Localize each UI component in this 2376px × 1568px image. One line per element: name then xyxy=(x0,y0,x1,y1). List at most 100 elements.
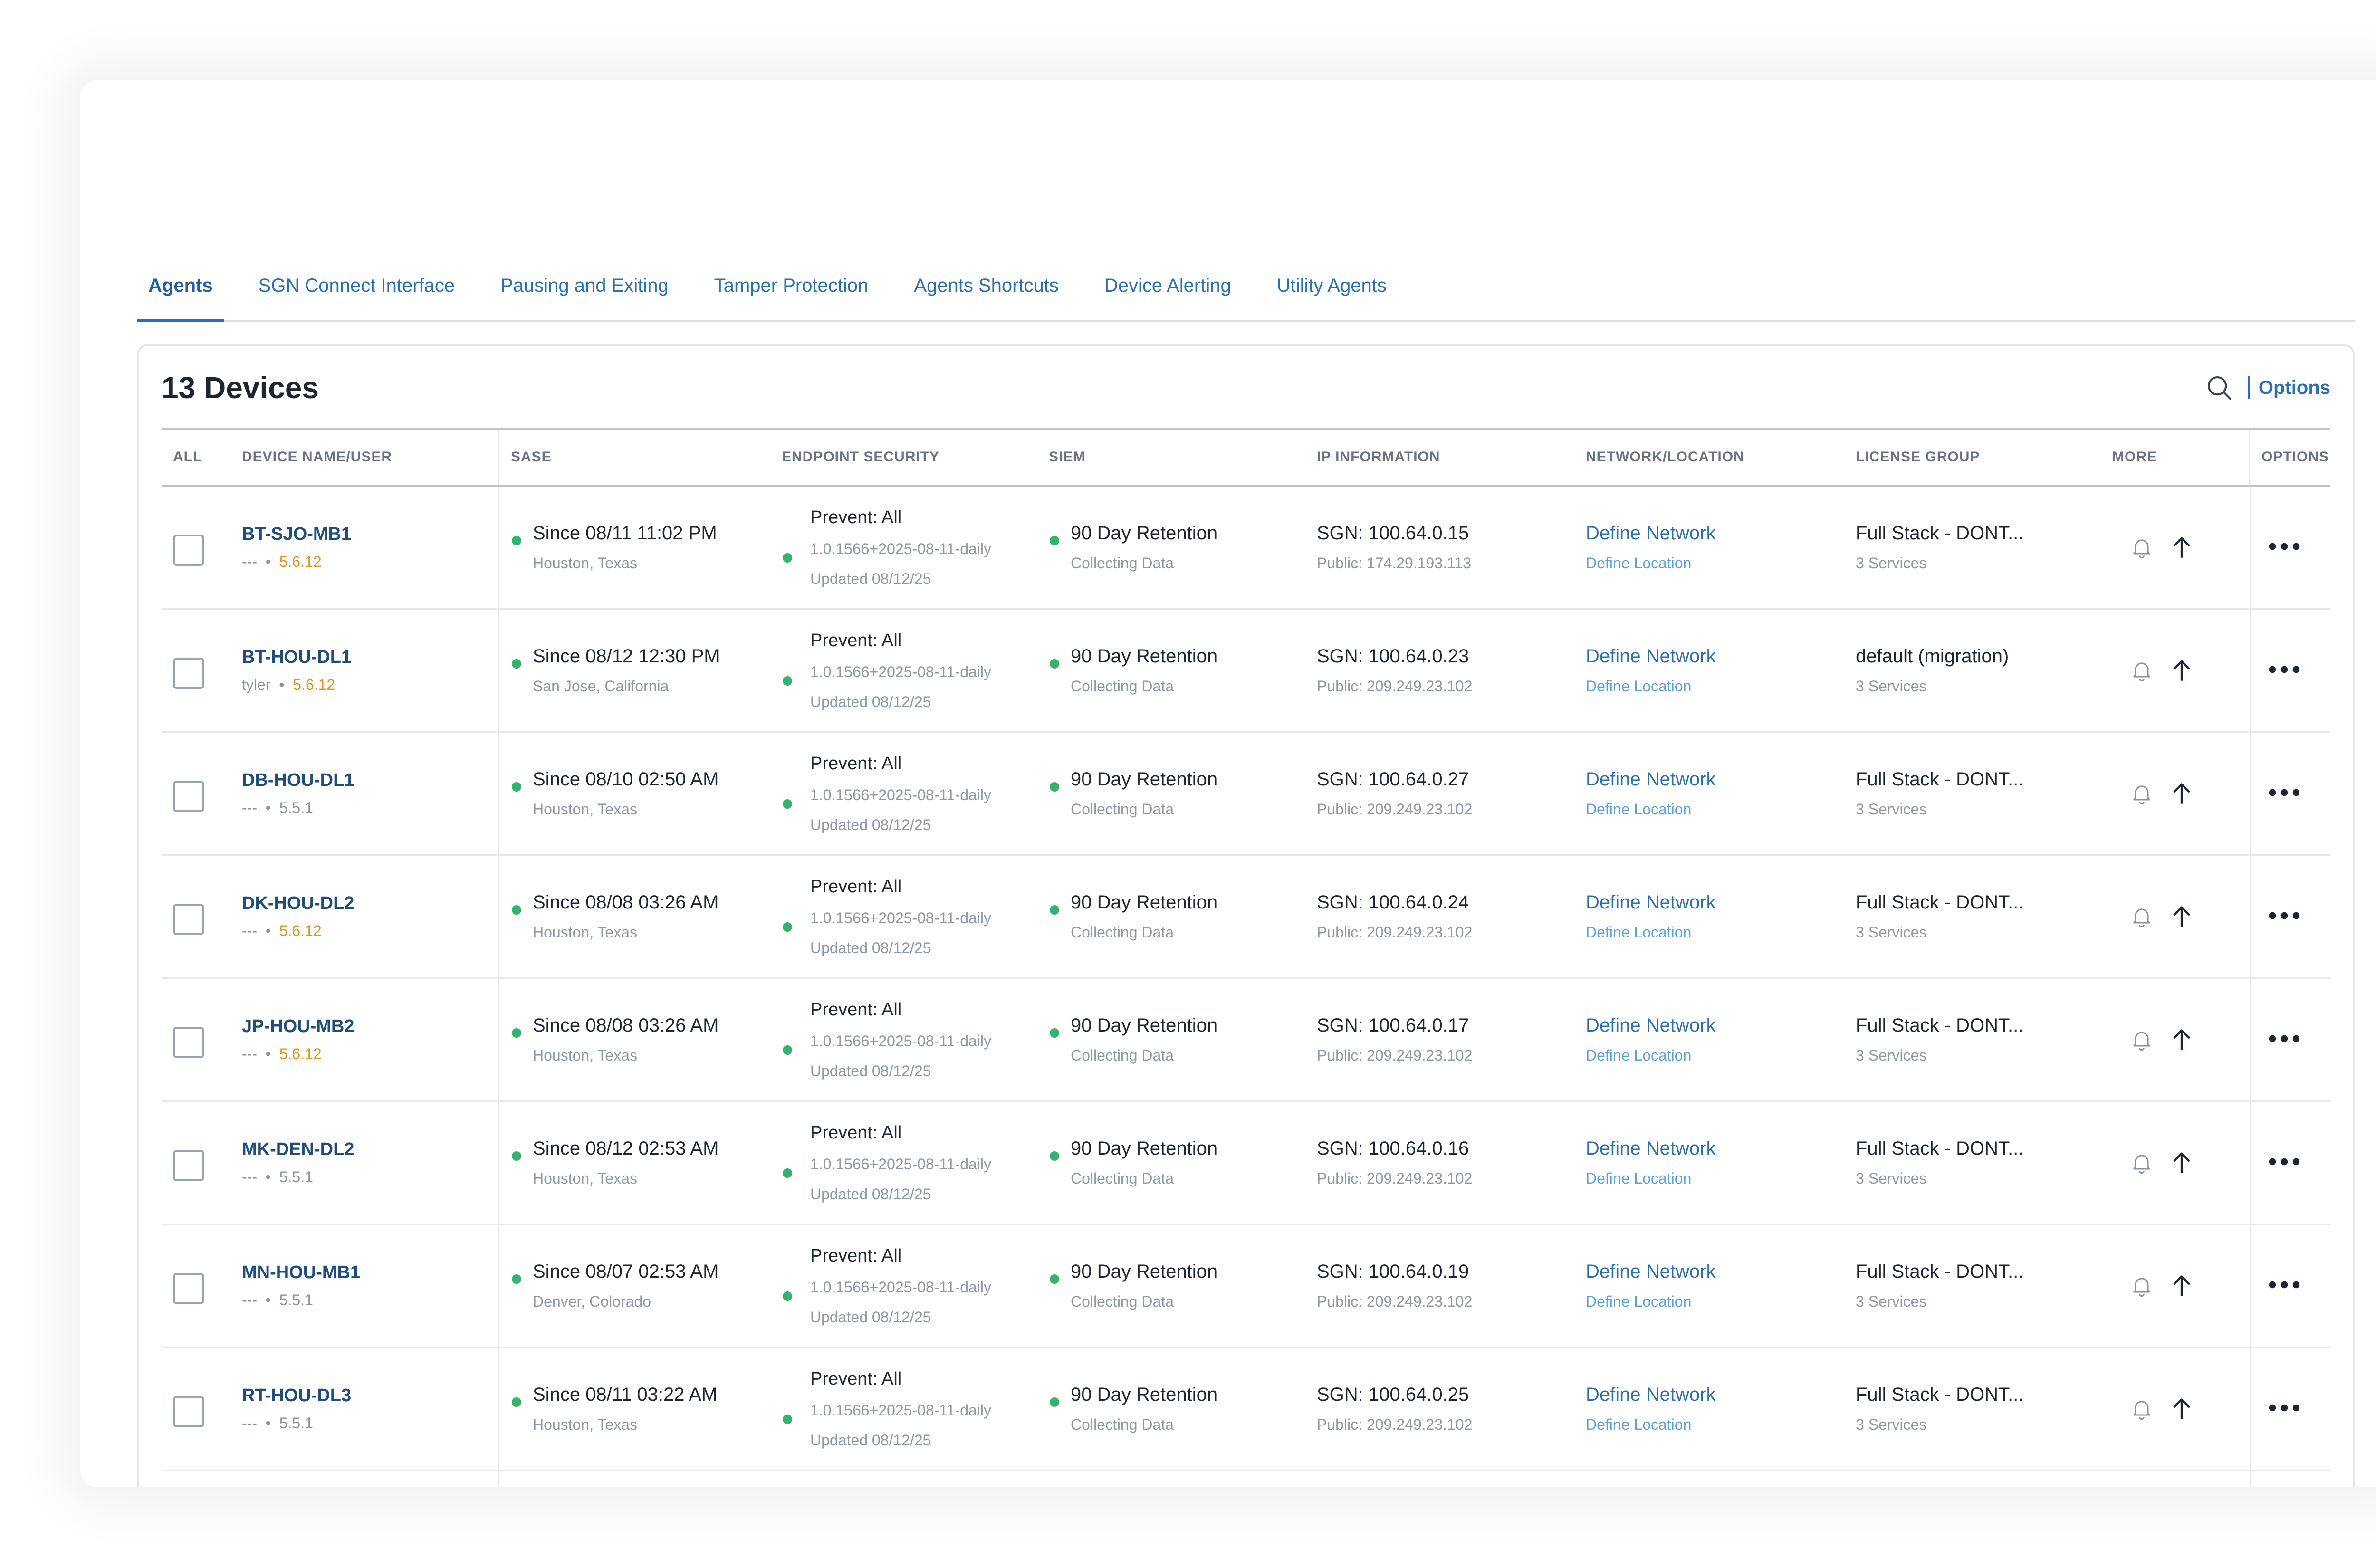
kebab-icon[interactable] xyxy=(2268,665,2301,674)
tab-agents-shortcuts[interactable]: Agents Shortcuts xyxy=(914,275,1059,296)
siem-retention: 90 Day Retention xyxy=(1071,1015,1218,1036)
ip-cell: SGN: 100.64.0.16 Public: 209.249.23.102 xyxy=(1305,1138,1574,1187)
arrow-up-icon[interactable] xyxy=(2169,1273,2194,1298)
bell-icon[interactable] xyxy=(2129,658,2154,683)
network-cell: Define Network Define Location xyxy=(1574,1138,1844,1187)
device-name-link[interactable]: DK-HOU-DL2 xyxy=(242,893,354,913)
public-ip: Public: 209.249.23.102 xyxy=(1317,678,1473,695)
endpoint-updated: Updated 08/12/25 xyxy=(810,570,931,587)
define-location-link[interactable]: Define Location xyxy=(1586,1416,1692,1433)
sase-status-dot xyxy=(512,536,521,545)
tab-pausing-and-exiting[interactable]: Pausing and Exiting xyxy=(500,275,669,296)
row-checkbox[interactable] xyxy=(173,1027,204,1058)
tab-utility-agents[interactable]: Utility Agents xyxy=(1276,275,1387,296)
row-checkbox[interactable] xyxy=(173,1396,204,1427)
tab-agents[interactable]: Agents xyxy=(137,275,224,322)
license-cell: default (migration) 3 Services xyxy=(1844,646,2101,695)
more-icons xyxy=(2101,1150,2194,1175)
more-cell xyxy=(2101,1471,2251,1487)
device-name-link[interactable]: RT-HOU-DL3 xyxy=(242,1386,352,1405)
bell-icon[interactable] xyxy=(2129,1150,2154,1175)
device-name-link[interactable]: JP-HOU-MB2 xyxy=(242,1016,354,1036)
network-cell: Define Network Define Location xyxy=(1574,523,1844,572)
license-cell: Full Stack - DONT... 3 Services xyxy=(1844,1138,2101,1187)
kebab-icon[interactable] xyxy=(2268,1280,2301,1290)
endpoint-updated: Updated 08/12/25 xyxy=(810,1308,931,1326)
device-name-link[interactable]: MK-DEN-DL2 xyxy=(242,1139,354,1159)
options-cell xyxy=(2251,911,2330,923)
define-network-link[interactable]: Define Network xyxy=(1586,646,1716,667)
siem-status-dot xyxy=(1050,1151,1059,1161)
device-name-link[interactable]: BT-SJO-MB1 xyxy=(242,524,352,544)
tab-device-alerting[interactable]: Device Alerting xyxy=(1104,275,1231,296)
arrow-up-icon[interactable] xyxy=(2169,904,2194,929)
kebab-icon[interactable] xyxy=(2268,542,2301,551)
tab-tamper-protection[interactable]: Tamper Protection xyxy=(714,275,869,296)
define-network-link[interactable]: Define Network xyxy=(1586,1015,1716,1036)
siem-retention: 90 Day Retention xyxy=(1071,1384,1218,1405)
arrow-up-icon[interactable] xyxy=(2169,658,2194,683)
arrow-up-icon[interactable] xyxy=(2169,535,2194,560)
siem-retention: 90 Day Retention xyxy=(1071,646,1218,667)
license-services: 3 Services xyxy=(1856,1170,1927,1187)
device-user: --- xyxy=(242,799,257,816)
license-group: Full Stack - DONT... xyxy=(1856,1261,2024,1282)
define-location-link[interactable]: Define Location xyxy=(1586,678,1692,695)
define-network-link[interactable]: Define Network xyxy=(1586,1384,1716,1405)
define-network-link[interactable]: Define Network xyxy=(1586,892,1716,913)
bell-icon[interactable] xyxy=(2129,781,2154,806)
define-location-link[interactable]: Define Location xyxy=(1586,801,1692,818)
define-location-link[interactable]: Define Location xyxy=(1586,555,1692,572)
define-network-link[interactable]: Define Network xyxy=(1586,1138,1716,1159)
kebab-icon[interactable] xyxy=(2268,1034,2301,1043)
options-cell xyxy=(2251,788,2330,800)
agent-version: 5.5.1 xyxy=(279,1291,313,1309)
define-network-link[interactable]: Define Network xyxy=(1586,523,1716,544)
row-checkbox[interactable] xyxy=(173,781,204,812)
row-checkbox[interactable] xyxy=(173,1150,204,1181)
row-checkbox[interactable] xyxy=(173,658,204,689)
define-location-link[interactable]: Define Location xyxy=(1586,1293,1692,1310)
select-cell xyxy=(162,1267,230,1304)
bell-icon[interactable] xyxy=(2129,1273,2154,1298)
define-network-link[interactable]: Define Network xyxy=(1586,769,1716,790)
tab-sgn-connect-interface[interactable]: SGN Connect Interface xyxy=(258,275,455,296)
device-name-link[interactable]: BT-HOU-DL1 xyxy=(242,647,352,667)
define-location-link[interactable]: Define Location xyxy=(1586,1047,1692,1064)
kebab-icon[interactable] xyxy=(2268,1403,2301,1413)
search-icon[interactable] xyxy=(2204,373,2234,402)
define-network-link[interactable]: Define Network xyxy=(1586,1261,1716,1282)
device-name-link[interactable]: DB-HOU-DL1 xyxy=(242,770,354,790)
arrow-up-icon[interactable] xyxy=(2169,1396,2194,1421)
kebab-icon[interactable] xyxy=(2268,911,2301,920)
bell-icon[interactable] xyxy=(2129,1396,2154,1421)
define-location-link[interactable]: Define Location xyxy=(1586,924,1692,941)
device-name-link[interactable]: MN-HOU-MB1 xyxy=(242,1262,361,1282)
arrow-up-icon[interactable] xyxy=(2169,781,2194,806)
endpoint-cell: Prevent: All 1.0.1566+2025-08-11-daily U… xyxy=(770,1000,1037,1080)
bell-icon[interactable] xyxy=(2129,904,2154,929)
bell-icon[interactable] xyxy=(2129,1027,2154,1052)
siem-status: Collecting Data xyxy=(1071,1047,1174,1064)
row-checkbox[interactable] xyxy=(173,1273,204,1304)
row-checkbox[interactable] xyxy=(173,904,204,935)
bell-icon[interactable] xyxy=(2129,535,2154,560)
endpoint-version: 1.0.1566+2025-08-11-daily xyxy=(810,1032,992,1050)
define-location-link[interactable]: Define Location xyxy=(1586,1170,1692,1187)
kebab-icon[interactable] xyxy=(2268,788,2301,797)
siem-retention: 90 Day Retention xyxy=(1071,892,1218,913)
network-cell: Define Network Define Location xyxy=(1574,1015,1844,1064)
arrow-up-icon[interactable] xyxy=(2169,1150,2194,1175)
kebab-icon[interactable] xyxy=(2268,1157,2301,1166)
license-services: 3 Services xyxy=(1856,1047,1927,1064)
device-cell: BT-SJO-MB1 --- • 5.6.12 xyxy=(230,487,499,608)
siem-status-dot xyxy=(1050,1028,1059,1038)
device-cell: BT-HOU-DL1 tyler • 5.6.12 xyxy=(230,610,499,731)
endpoint-version: 1.0.1566+2025-08-11-daily xyxy=(810,909,992,927)
options-link[interactable]: Options xyxy=(2248,376,2330,399)
arrow-up-icon[interactable] xyxy=(2169,1027,2194,1052)
sgn-ip: SGN: 100.64.0.19 xyxy=(1317,1261,1469,1282)
column-header-all[interactable]: ALL xyxy=(173,449,202,465)
row-checkbox[interactable] xyxy=(173,535,204,566)
